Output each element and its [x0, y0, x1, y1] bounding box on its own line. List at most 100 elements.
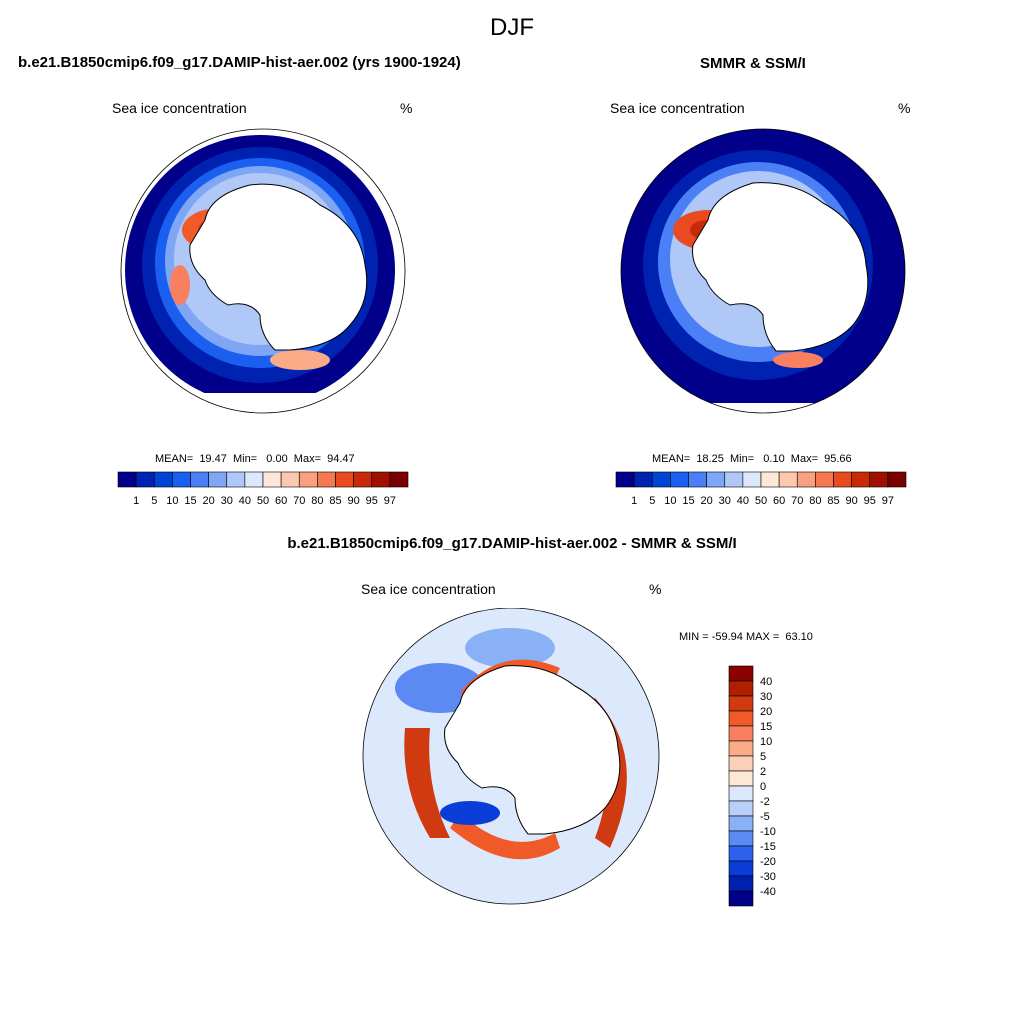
- colorbar-panel1-tick-label: 10: [166, 495, 178, 507]
- colorbar-panel1-tick-label: 50: [257, 495, 269, 507]
- colorbar-panel2-tick-label: 30: [719, 495, 731, 507]
- colorbar-panel1-swatch: [389, 471, 409, 488]
- colorbar-panel1-tick-label: 97: [384, 495, 396, 507]
- colorbar-panel1-swatch: [208, 471, 228, 488]
- colorbar-difference-swatch: [728, 680, 754, 697]
- colorbar-panel1-swatch: [172, 471, 191, 488]
- colorbar-panel2-swatch: [869, 471, 889, 488]
- colorbar-panel2-tick-label: 60: [773, 495, 785, 507]
- colorbar-panel2-swatch: [742, 471, 762, 488]
- colorbar-panel1-swatch: [135, 471, 155, 488]
- colorbar-difference-swatch: [728, 725, 754, 742]
- colorbar-panel1-tick-label: 95: [366, 495, 378, 507]
- colorbar-panel2-tick-label: 80: [809, 495, 821, 507]
- colorbar-difference-swatch: [728, 695, 754, 712]
- panel3-title: b.e21.B1850cmip6.f09_g17.DAMIP-hist-aer.…: [287, 535, 737, 552]
- colorbar-difference-tick-label: -40: [760, 886, 776, 898]
- colorbar-panel1-tick-label: 1: [133, 495, 139, 507]
- colorbar-difference-swatch: [728, 875, 754, 892]
- panel2-title: SMMR & SSM/I: [700, 55, 806, 72]
- map-panel3-difference: [362, 608, 660, 905]
- colorbar-panel2-swatch: [633, 471, 653, 488]
- colorbar-difference-tick-label: -5: [760, 811, 770, 823]
- colorbar-panel2-swatch: [670, 471, 689, 488]
- colorbar-panel2-swatch: [887, 471, 907, 488]
- colorbar-panel1-swatch: [353, 471, 373, 488]
- colorbar-difference-tick-label: 40: [760, 676, 772, 688]
- colorbar-panel1-tick-label: 60: [275, 495, 287, 507]
- colorbar-panel1-swatch: [298, 471, 318, 488]
- colorbar-difference-swatch: [728, 860, 754, 877]
- panel1-stats: MEAN= 19.47 Min= 0.00 Max= 94.47: [155, 453, 355, 465]
- colorbar-panel2-tick-label: 85: [827, 495, 839, 507]
- map-panel2: [620, 128, 906, 414]
- colorbar-panel2-tick-label: 70: [791, 495, 803, 507]
- colorbar-panel1-tick-label: 15: [184, 495, 196, 507]
- colorbar-panel1-swatch: [317, 471, 336, 488]
- colorbar-difference-swatch: [728, 785, 754, 802]
- colorbar-panel2-tick-label: 50: [755, 495, 767, 507]
- colorbar-panel1-swatch: [262, 471, 282, 488]
- colorbar-panel2-swatch: [706, 471, 726, 488]
- colorbar-panel1-tick-label: 5: [151, 495, 157, 507]
- map-panel1: [120, 128, 406, 414]
- panel2-variable-label: Sea ice concentration: [610, 100, 745, 116]
- colorbar-panel2-swatch: [724, 471, 744, 488]
- colorbar-difference-swatch: [728, 665, 754, 682]
- colorbar-panel1: 1 5 10 15 20 30 40 50 60 70 80 85 90 95 97: [117, 471, 409, 507]
- colorbar-panel2-tick-label: 90: [846, 495, 858, 507]
- panel3-stats: MIN = -59.94 MAX = 63.10: [679, 631, 813, 643]
- colorbar-panel2: 1 5 10 15 20 30 40 50 60 70 80 85 90 95 97: [615, 471, 907, 507]
- colorbar-panel2-swatch: [615, 471, 635, 488]
- colorbar-difference-tick-label: -15: [760, 841, 776, 853]
- colorbar-panel1-tick-label: 30: [221, 495, 233, 507]
- colorbar-panel1-swatch: [117, 471, 137, 488]
- colorbar-difference-swatch: [728, 740, 754, 757]
- colorbar-difference-tick-label: -20: [760, 856, 776, 868]
- panel1-title: b.e21.B1850cmip6.f09_g17.DAMIP-hist-aer.…: [18, 54, 461, 71]
- colorbar-panel2-swatch: [833, 471, 852, 488]
- colorbar-panel2-tick-label: 15: [682, 495, 694, 507]
- colorbar-panel1-swatch: [371, 471, 391, 488]
- colorbar-panel1-swatch: [280, 471, 300, 488]
- colorbar-panel1-swatch: [244, 471, 264, 488]
- colorbar-difference-swatch: [728, 770, 754, 787]
- colorbar-difference-tick-label: -2: [760, 796, 770, 808]
- colorbar-difference-swatch: [728, 845, 754, 862]
- colorbar-panel2-swatch: [760, 471, 780, 488]
- colorbar-difference-tick-label: 0: [760, 781, 766, 793]
- colorbar-difference-tick-label: 2: [760, 766, 766, 778]
- colorbar-panel1-tick-label: 20: [203, 495, 215, 507]
- colorbar-panel1-tick-label: 70: [293, 495, 305, 507]
- panel2-units-label: %: [898, 100, 911, 116]
- colorbar-panel2-swatch: [778, 471, 798, 488]
- panel2-stats: MEAN= 18.25 Min= 0.10 Max= 95.66: [652, 453, 852, 465]
- colorbar-difference-tick-label: 10: [760, 736, 772, 748]
- colorbar-difference-tick-label: 30: [760, 691, 772, 703]
- colorbar-panel2-swatch: [815, 471, 834, 488]
- colorbar-panel2-tick-label: 95: [864, 495, 876, 507]
- colorbar-difference-swatch: [728, 755, 754, 772]
- colorbar-panel2-tick-label: 5: [649, 495, 655, 507]
- colorbar-panel1-tick-label: 90: [348, 495, 360, 507]
- colorbar-panel2-swatch: [688, 471, 707, 488]
- colorbar-difference-tick-label: -10: [760, 826, 776, 838]
- colorbar-panel1-swatch: [153, 471, 173, 488]
- colorbar-panel1-swatch: [335, 471, 354, 488]
- panel3-units-label: %: [649, 581, 662, 597]
- panel1-variable-label: Sea ice concentration: [112, 100, 247, 116]
- colorbar-difference-swatch: [728, 710, 754, 727]
- colorbar-difference-tick-label: 5: [760, 751, 766, 763]
- colorbar-panel1-swatch: [226, 471, 246, 488]
- colorbar-difference-swatch: [728, 815, 754, 832]
- season-title: DJF: [490, 14, 534, 41]
- colorbar-difference-swatch: [728, 890, 754, 907]
- colorbar-difference-tick-label: 20: [760, 706, 772, 718]
- colorbar-difference-swatch: [728, 800, 754, 817]
- panel3-variable-label: Sea ice concentration: [361, 581, 496, 597]
- colorbar-panel2-tick-label: 10: [664, 495, 676, 507]
- colorbar-panel2-tick-label: 20: [701, 495, 713, 507]
- colorbar-panel1-tick-label: 80: [311, 495, 323, 507]
- colorbar-difference-tick-label: 15: [760, 721, 772, 733]
